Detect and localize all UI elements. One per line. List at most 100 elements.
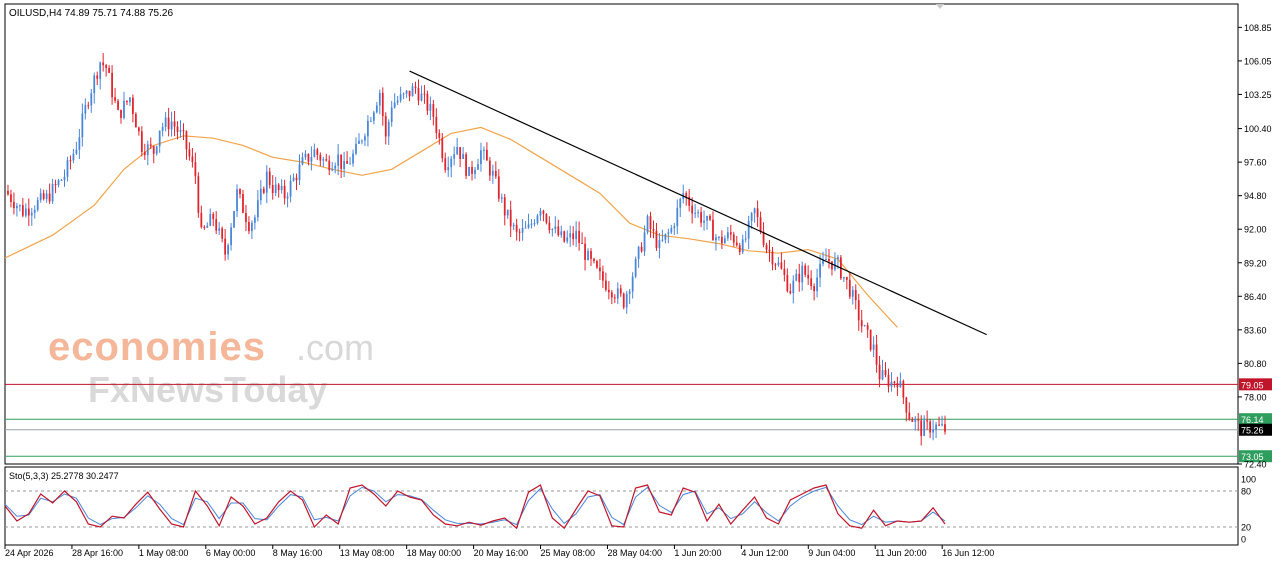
- candle-bear: [774, 264, 777, 266]
- candle-bull: [349, 163, 351, 165]
- candle-bear: [120, 109, 122, 118]
- candle-bull: [51, 184, 54, 202]
- candle-bull: [375, 105, 378, 113]
- level-tag-resistance: [1239, 378, 1272, 391]
- candle-bear: [108, 68, 111, 73]
- candle-bear: [599, 267, 601, 272]
- y-tick-label: 78.00: [1244, 392, 1267, 402]
- sto-y-tick-label: 80: [1241, 487, 1251, 497]
- candle-bear: [729, 232, 732, 235]
- candle-bull: [491, 170, 494, 176]
- candle-bull: [474, 169, 476, 174]
- candle-bear: [798, 273, 801, 283]
- candle-bull: [378, 92, 381, 106]
- sto-label: Sto(5,3,3) 25.2778 30.2477: [9, 471, 119, 481]
- candle-bull: [872, 344, 875, 350]
- candle-bull: [747, 221, 750, 239]
- candle-bull: [289, 180, 292, 197]
- candle-bull: [750, 213, 753, 222]
- y-tick-label: 80.80: [1244, 359, 1267, 369]
- candle-bear: [878, 364, 881, 380]
- level-tag-current-price: [1239, 423, 1272, 436]
- candle-bear: [140, 131, 143, 152]
- candle-bull: [670, 228, 673, 233]
- candle-bull: [253, 217, 256, 223]
- candle-bull: [881, 370, 884, 380]
- candle-bull: [628, 291, 631, 294]
- x-tick-label: 28 May 04:00: [607, 548, 662, 558]
- candle-bear: [584, 243, 586, 260]
- candle-bull: [331, 168, 334, 171]
- candle-bull: [899, 381, 902, 388]
- candle-bear: [804, 265, 807, 275]
- candle-bull: [837, 257, 839, 260]
- candle-bear: [828, 258, 830, 262]
- candle-bull: [741, 239, 744, 253]
- candle-bear: [200, 212, 203, 227]
- candle-bear: [346, 161, 348, 164]
- candle-bull: [274, 184, 277, 193]
- candle-bear: [875, 344, 878, 365]
- candle-bear: [319, 154, 322, 161]
- candle-bull: [726, 232, 729, 239]
- candle-bear: [134, 113, 137, 128]
- candle-bull: [744, 238, 747, 240]
- candle-bear: [610, 292, 613, 298]
- candle-bear: [759, 217, 762, 232]
- candle-bull: [146, 144, 149, 156]
- candle-bear: [268, 171, 271, 186]
- candle-bear: [328, 160, 331, 171]
- candle-bull: [411, 86, 414, 97]
- x-tick-label: 16 Jun 12:00: [942, 548, 994, 558]
- candle-bull: [673, 226, 676, 229]
- level-label-support-upper: 76.14: [1241, 415, 1264, 425]
- candle-bull: [280, 185, 283, 191]
- candle-bull: [706, 215, 708, 221]
- candle-bear: [87, 105, 90, 107]
- candle-bull: [575, 230, 578, 240]
- candle-bear: [831, 261, 833, 270]
- candle-bull: [566, 237, 569, 242]
- candle-bear: [381, 92, 384, 117]
- candle-bull: [450, 158, 453, 168]
- candle-bear: [239, 189, 241, 195]
- candle-bull: [935, 424, 937, 430]
- candle-bull: [313, 149, 316, 157]
- candle-bear: [545, 213, 548, 223]
- candle-bull: [429, 104, 432, 111]
- candle-bear: [518, 231, 521, 233]
- candle-bull: [337, 154, 340, 166]
- candle-bull: [483, 149, 485, 151]
- candle-bull: [825, 258, 827, 261]
- x-tick-label: 4 Jun 12:00: [741, 548, 788, 558]
- y-tick-label: 89.20: [1244, 258, 1267, 268]
- candle-bull: [715, 237, 717, 241]
- candle-bear: [563, 231, 566, 242]
- candle-bear: [607, 289, 610, 293]
- candle-bull: [310, 156, 313, 162]
- candle-bull: [527, 224, 530, 228]
- candle-bear: [384, 116, 387, 137]
- candle-bear: [271, 185, 274, 193]
- candle-bull: [801, 265, 804, 283]
- candle-bear: [221, 228, 224, 239]
- candle-bull: [367, 120, 369, 137]
- candle-bear: [893, 381, 896, 384]
- candle-bull: [554, 226, 557, 230]
- candle-bear: [712, 219, 714, 241]
- candle-bull: [447, 167, 450, 171]
- candle-bear: [283, 185, 286, 199]
- candle-bull: [480, 150, 482, 165]
- candle-bull: [72, 153, 75, 161]
- candle-bull: [361, 140, 363, 142]
- candle-bear: [126, 100, 128, 103]
- candle-bear: [503, 197, 506, 216]
- candle-bear: [438, 132, 441, 138]
- candle-bull: [209, 214, 212, 226]
- candle-bull: [343, 161, 346, 169]
- candle-bear: [762, 231, 765, 245]
- candle-bull: [634, 258, 637, 277]
- symbol-header: OILUSD,H4 74.89 75.71 74.88 75.26: [9, 8, 173, 19]
- candle-bull: [81, 113, 84, 138]
- candle-bear: [432, 104, 435, 117]
